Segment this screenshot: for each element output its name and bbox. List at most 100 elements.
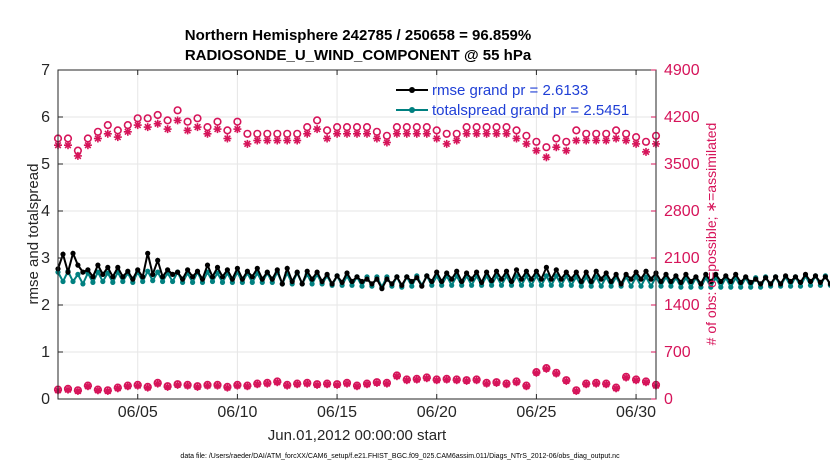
rmse-point: [369, 281, 375, 287]
rmse-point: [578, 278, 584, 285]
rmse-point: [274, 267, 280, 273]
rmse-point: [598, 276, 604, 282]
plot-frame: [57, 69, 657, 400]
totalspread-point: [170, 278, 176, 285]
assimilated-obs-point: [363, 129, 371, 138]
totalspread-point: [219, 279, 226, 285]
y-tick-label: 7: [41, 62, 50, 79]
rmse-point: [748, 279, 754, 285]
rmse-point: [254, 265, 260, 271]
assimilated-obs-point: [353, 129, 361, 138]
assimilated-obs-point: [432, 134, 441, 143]
assimilated-obs-point: [64, 141, 72, 150]
assimilated-obs-point: [293, 136, 302, 145]
rmse-point: [284, 265, 290, 271]
totalspread-point: [120, 278, 126, 285]
assimilated-obs-bottom-point: [323, 380, 332, 389]
rmse-point: [638, 276, 644, 282]
rmse-point: [429, 278, 435, 285]
assimilated-obs-point: [153, 119, 162, 128]
assimilated-obs-bottom-point: [64, 385, 72, 394]
assimilated-obs-point: [253, 136, 262, 145]
assimilated-obs-bottom-point: [482, 379, 491, 388]
totalspread-point: [90, 279, 96, 285]
rmse-point: [643, 268, 649, 274]
assimilated-obs-point: [502, 129, 511, 138]
rmse-point: [65, 269, 71, 275]
totalspread-point: [498, 282, 505, 288]
rmse-point: [70, 250, 76, 256]
y2-tick-labels: 0 700 1400 2100 2800 3500 4200 4900: [664, 62, 700, 408]
rmse-point: [60, 251, 66, 257]
rmse-point: [568, 276, 574, 282]
possible-obs-point: [223, 126, 232, 135]
rmse-point: [773, 274, 779, 280]
assimilated-obs-bottom-point: [612, 384, 621, 393]
rmse-point: [75, 262, 81, 268]
possible-obs-point: [532, 137, 541, 146]
rmse-point: [244, 268, 250, 274]
rmse-point: [753, 276, 759, 282]
rmse-point: [90, 274, 96, 280]
rmse-point: [384, 276, 390, 282]
rmse-point: [309, 276, 315, 282]
assimilated-obs-point: [213, 125, 222, 134]
x-tick-labels: 06/05 06/10 06/15 06/20 06/25 06/30: [118, 404, 656, 421]
assimilated-obs-bottom-point: [183, 381, 192, 390]
assimilated-obs-point: [602, 136, 611, 145]
totalspread-point: [608, 283, 614, 289]
totalspread-point: [359, 283, 365, 289]
rmse-point: [239, 276, 245, 282]
assimilated-obs-point: [382, 138, 391, 147]
rmse-point: [688, 278, 694, 285]
possible-obs-point: [153, 110, 162, 120]
possible-obs-point: [143, 114, 152, 123]
rmse-point: [204, 262, 211, 268]
rmse-point: [484, 269, 490, 275]
totalspread-point: [469, 282, 475, 288]
assimilated-obs-bottom-point: [642, 378, 650, 387]
data-file-footnote: data file: /Users/raeder/DAI/ATM_forcXX/…: [180, 453, 620, 460]
assimilated-obs-point: [333, 129, 342, 138]
totalspread-point: [155, 269, 161, 275]
assimilated-obs-point: [83, 141, 92, 150]
assimilated-obs-bottom-point: [363, 380, 371, 389]
totalspread-point: [558, 282, 564, 288]
rmse-point: [120, 274, 126, 280]
assimilated-obs-point: [632, 139, 641, 148]
assimilated-obs-point: [103, 129, 112, 138]
totalspread-point: [528, 282, 535, 288]
assimilated-obs-point: [442, 139, 451, 148]
assimilated-obs-point: [263, 136, 272, 145]
possible-obs-point: [103, 120, 112, 130]
totalspread-point: [449, 282, 455, 288]
y2-tick-label: 0: [664, 391, 673, 408]
rmse-point: [324, 271, 330, 277]
rmse-point: [219, 274, 226, 280]
assimilated-obs-bottom-point: [303, 379, 312, 388]
possible-obs-point: [512, 126, 521, 135]
totalspread-point: [110, 279, 116, 285]
totalspread-point: [668, 283, 674, 289]
totalspread-point: [628, 283, 634, 289]
possible-obs-point: [183, 117, 192, 126]
assimilated-obs-point: [113, 133, 122, 142]
assimilated-obs-point: [572, 136, 581, 145]
assimilated-obs-point: [582, 136, 591, 145]
y-tick-label: 0: [41, 391, 50, 408]
rmse-point: [783, 273, 789, 279]
totalspread-point: [489, 282, 495, 288]
assimilated-obs-point: [343, 129, 351, 138]
rmse-point: [140, 274, 146, 280]
rmse-point: [419, 283, 425, 289]
assimilated-obs-bottom-point: [103, 386, 112, 395]
totalspread-point: [648, 283, 654, 289]
assimilated-obs-bottom-point: [213, 381, 222, 390]
y-tick-label: 4: [41, 203, 50, 220]
rmse-point: [533, 268, 540, 274]
rmse-point: [105, 264, 111, 270]
rmse-point: [329, 281, 335, 287]
rmse-point: [185, 267, 191, 273]
rmse-point: [708, 278, 714, 285]
y2-tick-label: 3500: [664, 156, 700, 173]
